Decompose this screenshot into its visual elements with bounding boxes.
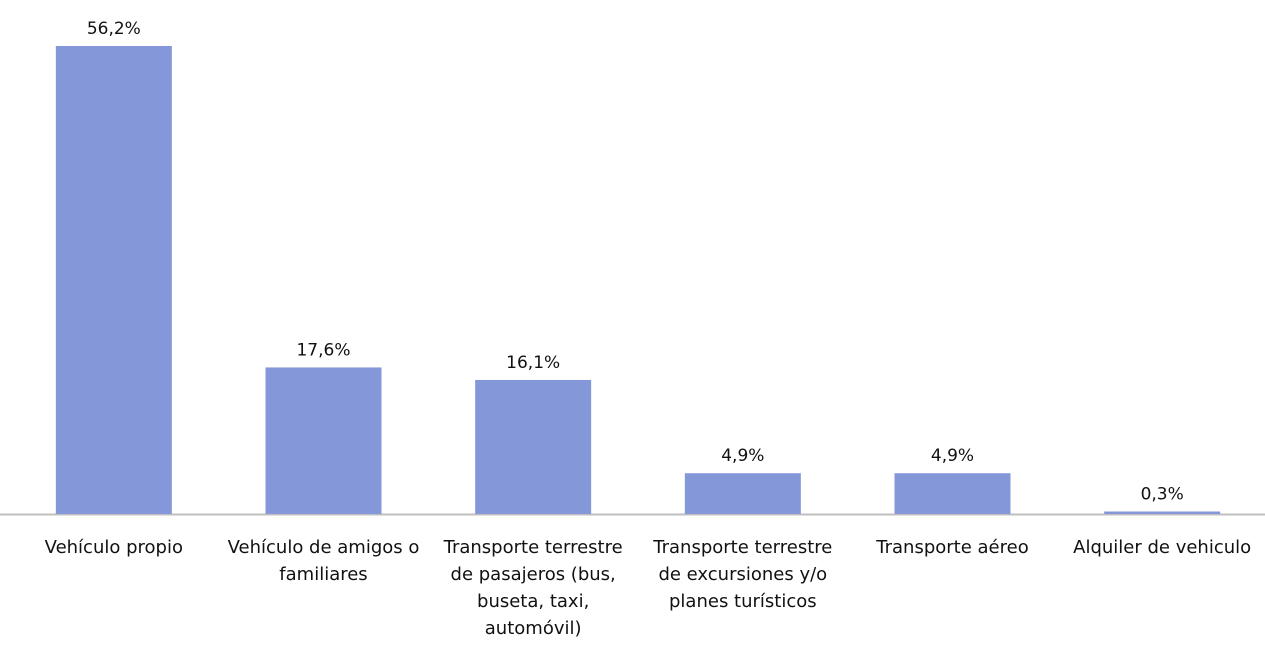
- x-tick-label: Vehículo de amigos o familiares: [227, 537, 420, 585]
- data-label: 4,9%: [931, 446, 974, 466]
- bar: [1104, 511, 1221, 514]
- bar: [475, 379, 592, 514]
- x-tick-label: Alquiler de vehiculo: [1073, 537, 1252, 558]
- data-label: 4,9%: [721, 446, 764, 466]
- x-tick-label: Transporte aéreo: [876, 537, 1029, 558]
- x-tick-label: Vehículo propio: [44, 537, 183, 558]
- x-tick-label: Transporte terrestre de excursiones y/o …: [653, 537, 833, 612]
- data-label: 0,3%: [1141, 485, 1184, 505]
- bar: [894, 473, 1011, 514]
- bar: [684, 473, 801, 514]
- data-label: 16,1%: [506, 353, 560, 373]
- x-tick-label: Transporte terrestre de pasajeros (bus, …: [443, 537, 623, 639]
- data-label: 17,6%: [296, 340, 350, 360]
- data-label: 56,2%: [87, 19, 141, 39]
- bar: [55, 46, 172, 514]
- bar: [265, 367, 382, 514]
